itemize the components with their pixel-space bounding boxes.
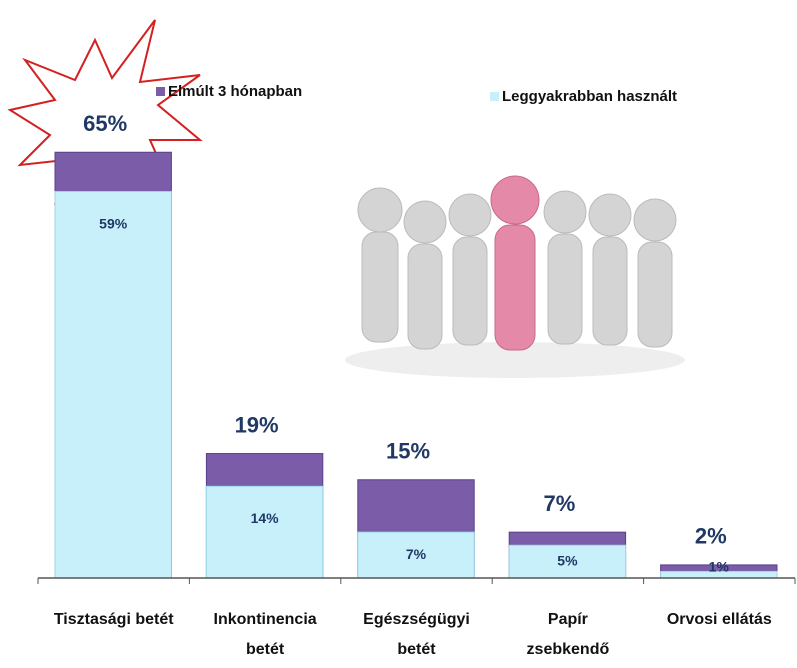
x-tick-label: Egészségügyi betét bbox=[363, 611, 470, 658]
people-illustration bbox=[345, 175, 685, 378]
value-label: 65% bbox=[83, 111, 127, 136]
x-tick-label: Orvosi ellátás bbox=[667, 611, 772, 628]
value-label: 5% bbox=[557, 552, 578, 568]
value-label: 14% bbox=[251, 510, 280, 526]
value-label: 7% bbox=[406, 546, 427, 562]
bar bbox=[205, 485, 324, 579]
plot: 65% 59% Tisztasági betét 19% 14% Inkontinenci… bbox=[37, 111, 796, 658]
bar bbox=[508, 544, 627, 579]
legend-label: Leggyakrabban használt bbox=[502, 88, 677, 105]
x-tick-label: Tisztasági betét bbox=[54, 611, 174, 628]
value-label: 15% bbox=[386, 439, 430, 464]
legend-swatch bbox=[156, 87, 165, 96]
value-label: 19% bbox=[235, 412, 279, 437]
bar bbox=[357, 531, 475, 579]
x-tick-label: Papír zsebkendő bbox=[527, 611, 610, 658]
value-label: 7% bbox=[544, 491, 576, 516]
legend-swatch bbox=[490, 92, 499, 101]
legend-label: Elmúlt 3 hónapban bbox=[168, 83, 302, 100]
bar bbox=[54, 191, 172, 579]
x-tick-label: Inkontinencia betét bbox=[214, 611, 317, 658]
value-label: 2% bbox=[695, 524, 727, 549]
value-label: 59% bbox=[99, 215, 128, 231]
value-label: 1% bbox=[709, 559, 730, 575]
